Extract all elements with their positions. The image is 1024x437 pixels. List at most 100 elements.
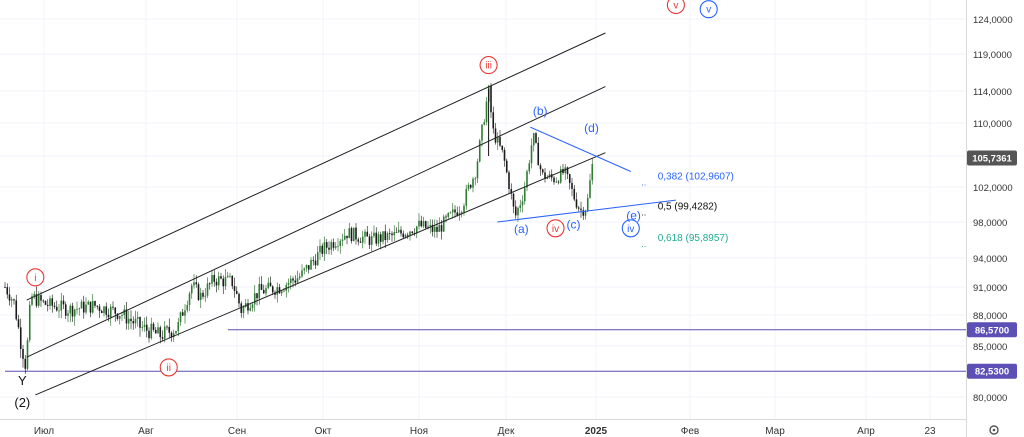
candle-body [202, 292, 204, 297]
candle-body [19, 327, 22, 349]
candle-body [85, 304, 87, 313]
candle-body [575, 199, 578, 208]
candle-body [492, 112, 495, 129]
candle-body [357, 239, 360, 242]
candle-body [78, 308, 81, 310]
candle-body [51, 298, 54, 306]
candle-body [366, 231, 369, 237]
candle-body [526, 171, 528, 188]
candle-body [168, 326, 171, 333]
candle-body [91, 301, 94, 313]
price-badge-label: 86,5700 [975, 325, 1009, 336]
x-tick-label: Авг [138, 426, 154, 437]
candle-body [544, 172, 546, 179]
candle-body [334, 246, 337, 248]
x-tick-label: 23 [924, 426, 936, 437]
candle-body [222, 278, 225, 287]
trend-channel[interactable] [26, 32, 606, 396]
candle-body [379, 234, 382, 242]
price-badge [967, 363, 1017, 379]
candle-body [350, 228, 353, 242]
candle-body [481, 124, 483, 141]
wave-label: (2) [14, 395, 30, 410]
candle-body [87, 301, 90, 305]
wave-label: (b) [533, 104, 548, 118]
wave-circle [666, 0, 685, 15]
candle-body [123, 309, 126, 315]
candle-body [465, 188, 468, 206]
triangle-line[interactable] [530, 126, 631, 172]
candle-body [400, 229, 402, 234]
candle-body [76, 308, 78, 310]
candle-body [494, 128, 497, 143]
candle-body [130, 318, 132, 322]
candle-body [181, 312, 184, 316]
candle-body [368, 236, 371, 245]
candle-body [409, 231, 411, 236]
channel-line[interactable] [35, 152, 606, 396]
candle-body [188, 293, 191, 305]
candle-body [422, 221, 425, 227]
candle-body [415, 226, 418, 234]
candle-body [382, 231, 384, 242]
candle-body [148, 330, 150, 339]
channel-line[interactable] [26, 32, 606, 301]
candle-body [373, 232, 375, 237]
y-tick-label: 80,0000 [973, 393, 1007, 404]
x-axis[interactable]: Июл Авг Сен Окт Ноя Дек 2025 Фев Мар Апр 23 [34, 426, 936, 437]
candle-body [145, 324, 148, 331]
candle-body [220, 276, 222, 279]
y-tick-label: 114,0000 [973, 87, 1012, 98]
candle-body [247, 303, 249, 311]
settings-icon[interactable] [989, 425, 999, 435]
candle-body [325, 242, 328, 248]
candle-body [82, 301, 85, 313]
candle-body [503, 149, 506, 161]
candle-body [496, 136, 499, 143]
candle-body [121, 314, 123, 316]
candle-body [100, 311, 103, 314]
y-tick-label: 94,0000 [973, 254, 1007, 265]
candle-body [388, 233, 391, 234]
candle-body [33, 294, 36, 297]
candle-body [433, 226, 436, 232]
candle-body [4, 287, 6, 288]
channel-line[interactable] [26, 86, 606, 358]
candle-body [343, 235, 346, 240]
triangle-line[interactable] [497, 199, 676, 223]
candle-body [591, 164, 594, 181]
candle-body [166, 326, 168, 328]
candle-body [26, 340, 29, 369]
wave-label: i [34, 273, 36, 284]
candle-body [42, 300, 45, 302]
candle-body [94, 301, 96, 306]
y-tick-label: 124,0000 [973, 15, 1013, 26]
candle-body [276, 287, 279, 295]
candle-body [62, 300, 65, 305]
x-tick-label: Июл [34, 426, 54, 437]
candle-body [280, 291, 283, 294]
candle-body [573, 188, 576, 200]
fib-level-label: 0,5 (99,4282) [658, 202, 718, 213]
candle-body [393, 232, 396, 236]
x-tick-label: Окт [315, 426, 332, 437]
candle-body [476, 161, 479, 179]
wave-circle [699, 0, 718, 19]
candle-body [127, 318, 130, 324]
candle-body [377, 234, 380, 244]
candle-body [442, 216, 445, 232]
candle-body [49, 298, 51, 306]
candle-body [501, 145, 504, 150]
candle-body [339, 240, 342, 247]
candle-body [163, 326, 166, 339]
candle-body [328, 247, 330, 250]
candle-body [463, 205, 465, 213]
candle-body [438, 225, 441, 232]
candle-body [512, 193, 515, 207]
wave-label: (c) [567, 217, 581, 231]
fib-level-label: 0,618 (95,8957) [658, 233, 729, 244]
candle-body [31, 296, 33, 305]
triangle-lines[interactable] [497, 126, 676, 223]
candle-body [402, 233, 405, 238]
